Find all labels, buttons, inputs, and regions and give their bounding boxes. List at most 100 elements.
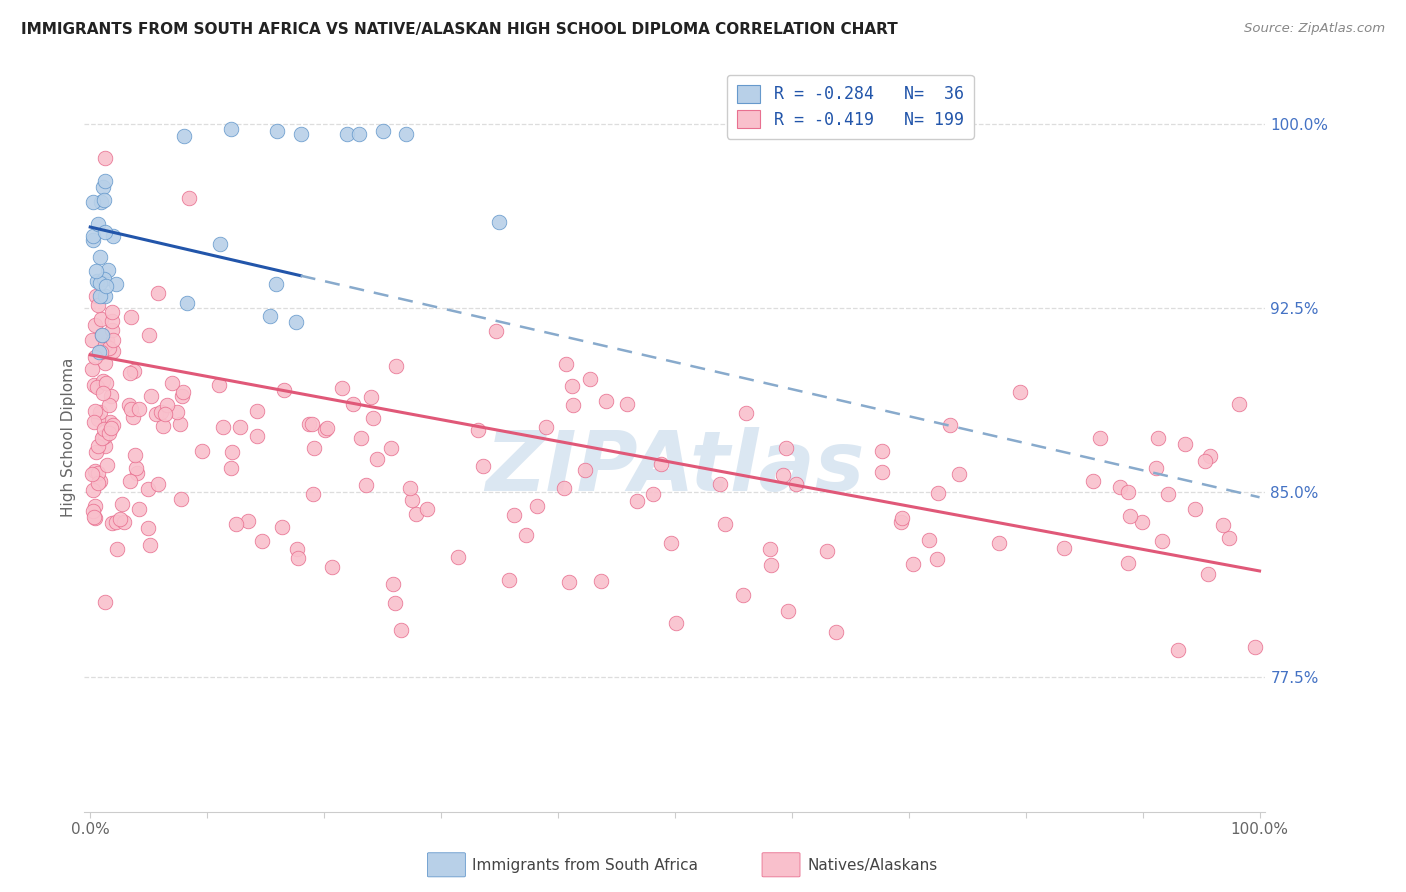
Point <box>146 476 169 491</box>
Point <box>90 312 112 326</box>
Point <box>1109 481 1132 495</box>
Point <box>87 412 110 426</box>
Point <box>101 228 124 243</box>
Point <box>759 558 782 572</box>
Point <box>149 405 172 419</box>
Point <box>266 124 288 138</box>
Point <box>89 344 111 359</box>
Point <box>285 541 308 556</box>
Point <box>101 516 124 530</box>
Point <box>84 318 107 333</box>
Point <box>120 402 142 417</box>
Point <box>330 381 353 395</box>
Point <box>264 277 287 292</box>
Point <box>166 405 188 419</box>
Point <box>93 595 115 609</box>
Point <box>108 512 131 526</box>
Point <box>91 327 114 342</box>
Point <box>366 451 388 466</box>
Point <box>1144 461 1167 475</box>
Point <box>94 289 117 303</box>
Point <box>314 423 336 437</box>
Point <box>170 491 193 506</box>
Point <box>83 509 105 524</box>
Point <box>97 426 120 441</box>
Point <box>574 463 596 477</box>
Point <box>354 477 377 491</box>
Text: IMMIGRANTS FROM SOUTH AFRICA VS NATIVE/ALASKAN HIGH SCHOOL DIPLOMA CORRELATION C: IMMIGRANTS FROM SOUTH AFRICA VS NATIVE/A… <box>21 22 898 37</box>
Point <box>759 542 782 557</box>
Text: Source: ZipAtlas.com: Source: ZipAtlas.com <box>1244 22 1385 36</box>
Point <box>208 236 231 251</box>
Point <box>395 127 418 141</box>
Point <box>363 411 385 425</box>
Point <box>225 516 247 531</box>
Point <box>948 467 970 482</box>
Point <box>83 377 105 392</box>
Point <box>120 474 142 488</box>
Point <box>221 445 243 459</box>
Point <box>561 398 583 412</box>
Point <box>342 397 364 411</box>
Point <box>93 356 115 370</box>
Point <box>138 327 160 342</box>
Point <box>105 542 128 557</box>
Point <box>84 404 107 418</box>
Point <box>316 420 339 434</box>
Point <box>1119 509 1142 524</box>
Point <box>120 310 142 324</box>
Point <box>97 343 120 357</box>
Point <box>1198 450 1220 464</box>
Point <box>890 516 912 530</box>
Point <box>561 379 583 393</box>
Point <box>153 407 176 421</box>
Point <box>145 407 167 421</box>
Point <box>89 474 111 488</box>
Point <box>84 289 107 303</box>
Point <box>665 615 688 630</box>
Point <box>1130 515 1153 529</box>
Point <box>589 574 612 589</box>
Point <box>177 191 200 205</box>
Point <box>172 385 194 400</box>
Point <box>138 482 160 496</box>
Point <box>503 508 526 523</box>
Point <box>384 596 406 610</box>
Point <box>988 536 1011 550</box>
Point <box>128 402 150 417</box>
Point <box>1174 436 1197 450</box>
Point <box>1184 502 1206 516</box>
Point <box>83 415 105 429</box>
Point <box>93 225 115 239</box>
Point <box>534 420 557 434</box>
Point <box>360 390 382 404</box>
Point <box>467 423 489 437</box>
Point <box>94 376 117 391</box>
Point <box>219 121 242 136</box>
Point <box>901 557 924 571</box>
Point <box>284 315 307 329</box>
Point <box>350 431 373 445</box>
Point <box>90 327 112 342</box>
Point <box>84 445 107 459</box>
Point <box>105 515 128 529</box>
Point <box>1088 432 1111 446</box>
Point <box>100 421 122 435</box>
Point <box>91 386 114 401</box>
Point <box>371 124 394 138</box>
Point <box>416 501 439 516</box>
Point <box>94 279 117 293</box>
Point <box>112 515 135 529</box>
Point <box>616 397 638 411</box>
Point <box>238 514 260 528</box>
Point <box>1197 566 1219 581</box>
Point <box>83 464 105 478</box>
Y-axis label: High School Diploma: High School Diploma <box>60 358 76 516</box>
Point <box>321 560 343 574</box>
Point <box>86 274 108 288</box>
Point <box>447 549 470 564</box>
Point <box>301 417 323 431</box>
Point <box>120 367 142 381</box>
Point <box>173 129 195 144</box>
Point <box>169 417 191 431</box>
